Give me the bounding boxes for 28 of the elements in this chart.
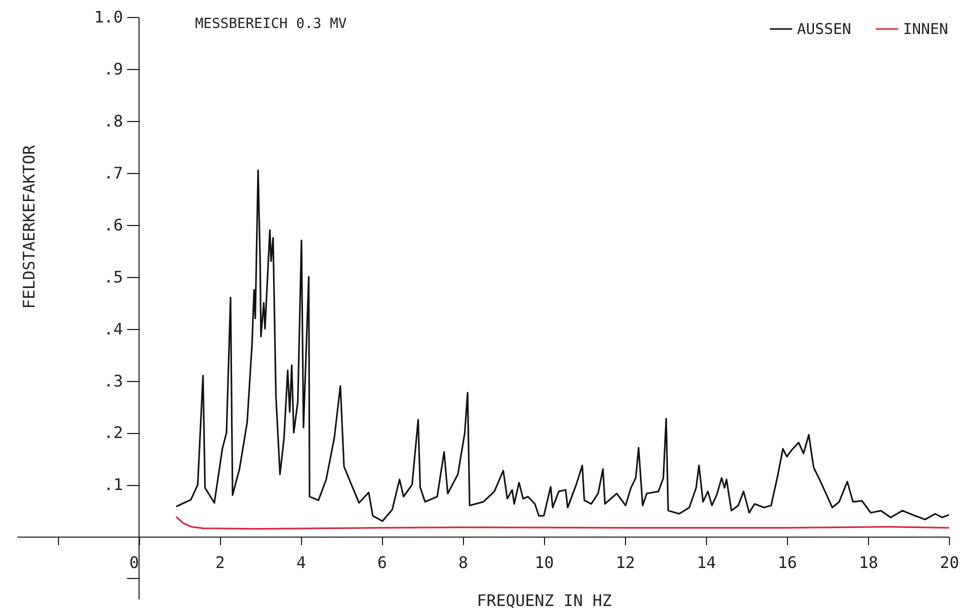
x-tick-label: 4 [296,553,306,572]
x-axis-title: FREQUENZ IN HZ [476,591,612,610]
x-tick-label: 6 [377,553,388,572]
y-tick-label: .1 [104,475,124,494]
x-tick-label: 0 [129,553,140,572]
y-tick-label: .2 [104,423,124,442]
line-series [175,169,950,522]
legend-label: INNEN [903,20,948,38]
chart-title: MESSBEREICH 0.3 MV [195,16,348,32]
y-tick-label: 1.0 [94,8,124,26]
y-tick-label: .7 [104,163,124,182]
y-tick-label: .3 [104,371,124,390]
y-tick-label: .6 [104,215,124,234]
y-tick-label: .9 [104,59,124,78]
x-tick-label: 2 [215,553,225,572]
x-tick-label: 12 [616,553,635,572]
line-series [175,516,950,530]
x-tick-label: 14 [696,553,716,572]
legend-label: AUSSEN [797,20,852,38]
x-tick-label: 20 [940,553,960,572]
y-tick-label: .4 [104,319,124,338]
x-tick-label: 8 [458,553,468,572]
x-tick-label: 10 [534,553,554,572]
y-axis-title: FELDSTAERKEFAKTOR [20,144,38,309]
y-tick-label: .5 [104,267,124,286]
y-tick-label: .8 [104,111,124,130]
x-tick-label: 16 [778,553,798,572]
x-tick-label: 18 [858,553,878,572]
